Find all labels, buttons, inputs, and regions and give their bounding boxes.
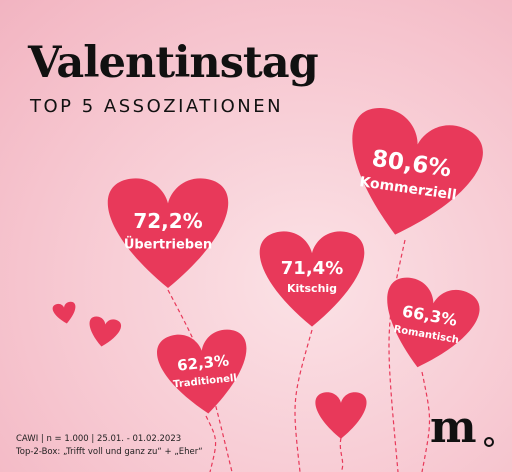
chart-title: Valentinstag [28, 38, 319, 88]
chart-subtitle: TOP 5 ASSOZIATIONEN [30, 96, 284, 117]
category-label: Kitschig [287, 282, 337, 295]
brand-logo: m [430, 402, 477, 453]
heart-label-group: 71,4% Kitschig [281, 258, 343, 295]
heart-balloon-1: 80,6%Kommerziell [352, 108, 483, 235]
heart-balloon-shape [259, 231, 365, 327]
heart-balloon-3: 71,4% Kitschig [259, 231, 365, 327]
decorative-heart-2 [89, 316, 122, 347]
footer-method: CAWI | n = 1.000 | 25.01. - 01.02.2023 [16, 434, 182, 444]
balloon-string-1 [388, 239, 406, 472]
heart-balloon-shape [352, 108, 483, 235]
value-label: 71,4% [281, 258, 343, 279]
balloon-string-5 [205, 415, 217, 472]
category-label: Übertrieben [124, 236, 212, 252]
brand-logo-dot [484, 437, 494, 447]
balloon-string-4 [421, 371, 431, 472]
footer-note: Top-2-Box: „Trifft voll und ganz zu“ + „… [16, 447, 203, 457]
heart-label-group: 72,2% Übertrieben [124, 209, 212, 252]
heart-balloon-shape [107, 178, 229, 288]
value-label: 72,2% [133, 209, 202, 233]
heart-balloon-shape [157, 329, 247, 414]
decorative-heart-1 [52, 301, 76, 324]
balloon-string-3 [294, 329, 313, 472]
decorative-heart-string [339, 437, 344, 472]
balloon-string-2 [167, 289, 233, 472]
decorative-heart-3 [315, 392, 367, 439]
heart-balloon-shape [387, 277, 480, 368]
heart-balloon-5: 62,3%Traditionell [157, 329, 247, 414]
value-label: 62,3% [176, 351, 230, 374]
heart-balloon-2: 72,2% Übertrieben [107, 178, 229, 288]
heart-balloon-4: 66,3%Romantisch [387, 277, 480, 368]
